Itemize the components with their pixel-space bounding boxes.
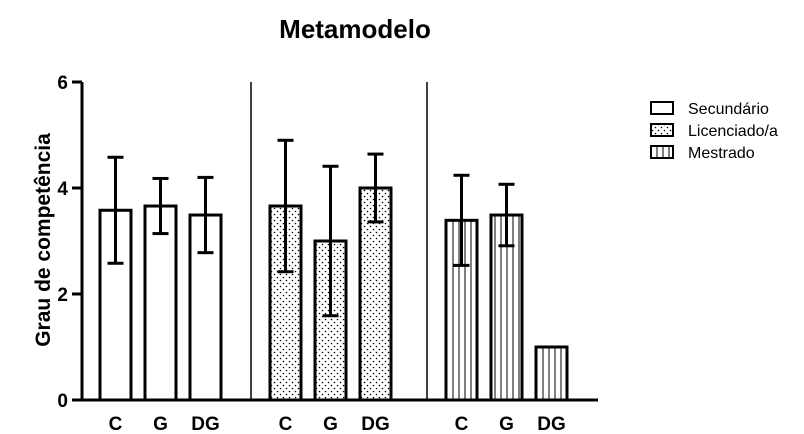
x-tick-label: DG	[537, 414, 566, 434]
y-tick-label: 4	[57, 179, 68, 200]
y-tick-label: 6	[57, 73, 68, 94]
bar-2-0	[444, 218, 479, 402]
legend-swatch	[650, 145, 674, 159]
legend-swatch	[650, 123, 674, 137]
legend-label: Licenciado/a	[688, 123, 778, 140]
legend: Secundário Licenciado/a Mestrado	[650, 101, 778, 162]
y-tick-label: 0	[57, 391, 68, 412]
chart-title: Metamodelo	[279, 14, 431, 44]
x-tick-label: G	[153, 414, 168, 434]
bars: C G DG C G DG C G DG	[98, 138, 569, 434]
y-axis-label: Grau de competência	[32, 133, 55, 347]
x-tick-label: C	[109, 414, 123, 434]
x-tick-label: C	[455, 414, 469, 434]
x-tick-label: DG	[361, 414, 390, 434]
bar-2-2	[534, 345, 569, 402]
x-tick-label: C	[279, 414, 293, 434]
bar-0-1	[143, 204, 178, 402]
x-tick-label: G	[323, 414, 338, 434]
bar-0-0	[98, 208, 133, 402]
y-tick-label: 2	[57, 285, 68, 306]
legend-label: Secundário	[688, 101, 769, 118]
legend-label: Mestrado	[688, 145, 755, 162]
x-tick-label: DG	[191, 414, 220, 434]
x-tick-label: G	[499, 414, 514, 434]
legend-swatch	[650, 101, 674, 115]
